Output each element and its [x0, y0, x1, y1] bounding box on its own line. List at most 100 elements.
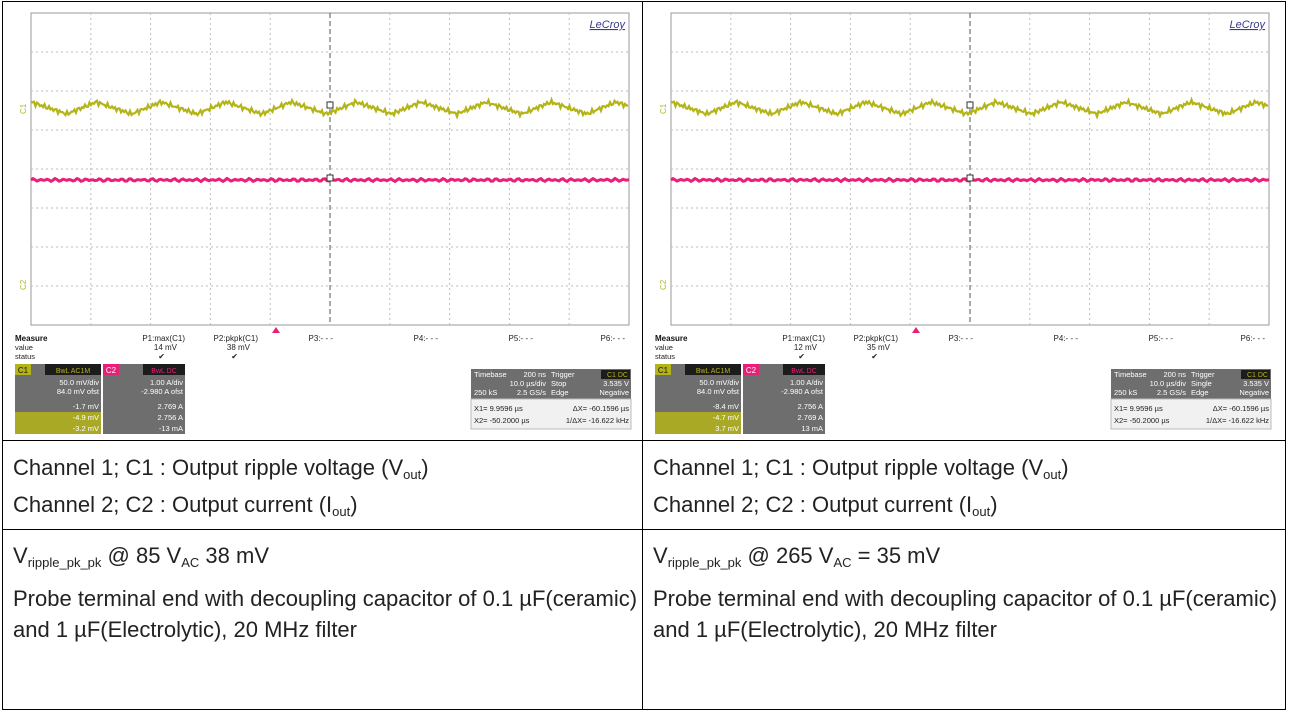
c1-delta-bg: [15, 412, 101, 434]
trigger-src-bg: [1241, 370, 1270, 379]
c2-cursor1: 2.769 A: [158, 402, 183, 411]
brand-logo: LeCroy: [590, 19, 627, 31]
trigger-slope: Negative: [599, 388, 629, 397]
measure-param-label: P3:- - -: [949, 334, 974, 343]
trigger-slope: Negative: [1239, 388, 1269, 397]
cursor-x1: X1= 9.9596 µs: [1114, 404, 1163, 413]
measure-param-label: P2:pkpk(C1): [214, 334, 259, 343]
c2-vdiv: 1.00 A/div: [150, 378, 183, 387]
c1-mode: BwL AC1M: [696, 368, 731, 375]
measure-row-label: status: [655, 352, 675, 361]
cursor-marker: [966, 101, 974, 109]
c1-delta-bg: [655, 412, 741, 434]
cursor-inverse-delta: 1/ΔX= -16.622 kHz: [566, 416, 629, 425]
c1-cursor1: -8.4 mV: [713, 402, 739, 411]
channel2-caption: Channel 2; C2 : Output current (Iout): [13, 492, 358, 519]
probe-note: Probe terminal end with decoupling capac…: [653, 586, 1278, 642]
cursor-readout-bg: [1110, 398, 1272, 430]
probe-note: Probe terminal end with decoupling capac…: [13, 586, 638, 642]
c1-marker: C1: [659, 103, 668, 114]
cursor-marker: [326, 174, 334, 182]
c2-tag: C2: [106, 366, 117, 375]
c2-mode-bg: [783, 364, 825, 375]
c2-cursor2: 2.756 A: [158, 413, 183, 422]
measure-param-label: P6:- - -: [601, 334, 626, 343]
channel1-caption: Channel 1; C1 : Output ripple voltage (V…: [653, 455, 1069, 482]
c2-box-bg: [743, 364, 825, 434]
trigger-label: Trigger: [551, 370, 575, 379]
caption-cell-right: Channel 1; C1 : Output ripple voltage (V…: [642, 440, 1286, 530]
channel2-caption: Channel 2; C2 : Output current (Iout): [653, 492, 998, 519]
timebase-tdiv: 10.0 µs/div: [510, 379, 547, 388]
c2-mode: BwL DC: [151, 368, 176, 375]
c1-delta: -3.2 mV: [73, 424, 99, 433]
c2-cursor2: 2.769 A: [798, 413, 823, 422]
ripple-result: Vripple_pk_pk @ 85 VAC 38 mV: [13, 543, 269, 570]
c2-mode: BwL DC: [791, 368, 816, 375]
trigger-level: 3.535 V: [1243, 379, 1269, 388]
measure-param-label: P1:max(C1): [142, 334, 185, 343]
c1-tag: C1: [18, 366, 29, 375]
trigger-type: Edge: [1191, 388, 1209, 397]
c2-marker: C2: [659, 279, 668, 290]
cursor-readout-bg: [470, 398, 632, 430]
measure-param-label: P1:max(C1): [782, 334, 825, 343]
oscilloscope-screen: LeCroy C1 C2 Measure value status P1:max(C1) 12…: [653, 9, 1273, 435]
result-cell-left: Vripple_pk_pk @ 85 VAC 38 mV Probe termi…: [2, 529, 643, 710]
c1-mode-bg: [45, 364, 101, 375]
measure-header: Measure: [655, 334, 688, 343]
cursor-delta-x: ΔX= -60.1596 µs: [1213, 404, 1269, 413]
trigger-src-bg: [601, 370, 630, 379]
timebase-samples: 250 kS: [1114, 388, 1137, 397]
cursor-marker: [966, 174, 974, 182]
trigger-source: C1 DC: [607, 372, 628, 379]
c1-delta: 3.7 mV: [715, 424, 739, 433]
trigger-position-marker: [912, 327, 920, 333]
c1-cursor1: -1.7 mV: [73, 402, 99, 411]
c2-vdiv: 1.00 A/div: [790, 378, 823, 387]
measure-param-label: P6:- - -: [1241, 334, 1266, 343]
c2-offset: -2.980 A ofst: [781, 387, 824, 396]
measure-param-value: 35 mV: [867, 343, 891, 352]
measure-param-status: ✔: [871, 352, 878, 361]
trigger-mode: Stop: [551, 379, 566, 388]
c1-cursor2: -4.7 mV: [713, 413, 739, 422]
c2-tag-bg: [743, 364, 759, 375]
timebase-tdiv: 10.0 µs/div: [1150, 379, 1187, 388]
c2-offset: -2.980 A ofst: [141, 387, 184, 396]
c2-delta: 13 mA: [801, 424, 823, 433]
c1-mode: BwL AC1M: [56, 368, 91, 375]
measure-param-label: P5:- - -: [1149, 334, 1174, 343]
timebase-label: Timebase: [1114, 370, 1147, 379]
scope-cell-left: LeCroy C1 C2 Measure value status P1:max(C1) 14…: [2, 1, 643, 441]
trigger-type: Edge: [551, 388, 569, 397]
trigger-label: Trigger: [1191, 370, 1215, 379]
cursor-marker: [326, 101, 334, 109]
c2-box-bg: [103, 364, 185, 434]
c1-tag: C1: [658, 366, 669, 375]
measure-param-status: ✔: [158, 352, 165, 361]
measure-param-value: 38 mV: [227, 343, 251, 352]
measure-param-label: P2:pkpk(C1): [854, 334, 899, 343]
measure-param-label: P3:- - -: [309, 334, 334, 343]
c2-delta: -13 mA: [159, 424, 183, 433]
c2-tag: C2: [746, 366, 757, 375]
measure-param-value: 14 mV: [154, 343, 178, 352]
c2-tag-bg: [103, 364, 119, 375]
timebase-rate: 2.5 GS/s: [517, 388, 546, 397]
channel1-caption: Channel 1; C1 : Output ripple voltage (V…: [13, 455, 429, 482]
measure-row-label: value: [15, 343, 33, 352]
oscilloscope-screen: LeCroy C1 C2 Measure value status P1:max(C1) 14…: [13, 9, 633, 435]
measure-header: Measure: [15, 334, 48, 343]
timebase-value: 200 ns: [523, 370, 546, 379]
ripple-result: Vripple_pk_pk @ 265 VAC = 35 mV: [653, 543, 941, 570]
channel2-info-box: C2 BwL DC 1.00 A/div-2.980 A ofst 2.769 A 2.…: [103, 364, 185, 434]
c1-mode-bg: [685, 364, 741, 375]
brand-logo: LeCroy: [1230, 19, 1267, 31]
timebase-value: 200 ns: [1163, 370, 1186, 379]
c1-offset: 84.0 mV ofst: [57, 387, 100, 396]
